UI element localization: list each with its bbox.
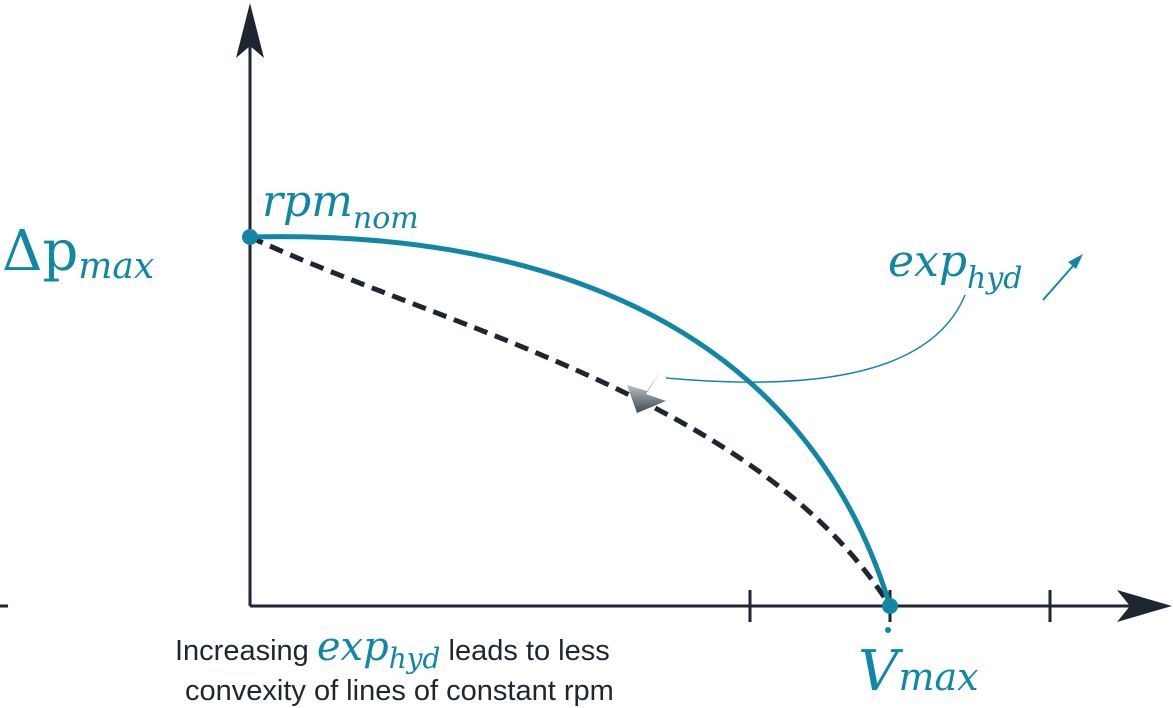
shift-arrow: [627, 370, 666, 413]
dp-max-label: Δpmax: [2, 219, 154, 287]
dashed-curve: [248, 234, 893, 608]
exp-increase-arrowhead: [1068, 254, 1083, 269]
caption-line-1: Increasing exphyd leads to less: [175, 624, 610, 675]
axes: [0, 3, 1172, 622]
caption-line-2: convexity of lines of constant rpm: [185, 675, 614, 707]
v-dot-accent: [885, 627, 891, 633]
v-max-label: Vmax: [858, 639, 979, 704]
end-point: [882, 598, 898, 614]
start-point: [242, 229, 258, 245]
solid-curve: [249, 234, 893, 607]
exp-leader-line: [665, 294, 966, 383]
rpm-nom-label: rpmnom: [262, 176, 419, 236]
x-axis-arrowhead: [1117, 590, 1172, 622]
exp-hyd-label: exphyd: [888, 236, 1023, 296]
y-axis-arrowhead: [236, 3, 264, 58]
